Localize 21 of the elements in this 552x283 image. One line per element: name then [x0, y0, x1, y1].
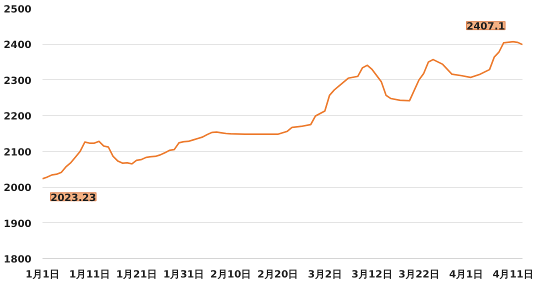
y-tick-label: 2300 — [4, 76, 32, 87]
y-tick-label: 2500 — [4, 4, 32, 16]
x-tick-label: 2月10日 — [210, 270, 252, 280]
x-tick-label: 4月1日 — [449, 270, 483, 280]
x-tick-label: 1月31日 — [163, 270, 204, 280]
annotation: 2407.1 — [466, 22, 506, 33]
x-tick-label: 3月22日 — [398, 270, 440, 280]
y-tick-label: 1900 — [4, 218, 32, 230]
y-tick-label: 2200 — [4, 112, 32, 123]
x-tick-label: 1月11日 — [69, 270, 110, 280]
x-tick-label: 4月11日 — [492, 270, 534, 280]
y-tick-label: 2000 — [4, 183, 32, 194]
x-tick-label: 3月12日 — [351, 270, 392, 280]
x-tick-label: 1月1日 — [26, 270, 60, 280]
y-tick-label: 1800 — [4, 254, 32, 266]
annotation: 2023.23 — [50, 192, 96, 204]
x-tick-label: 1月21日 — [116, 270, 158, 280]
x-tick-label: 2月20日 — [257, 270, 298, 280]
y-tick-label: 2400 — [4, 40, 32, 52]
x-tick-label: 3月2日 — [308, 270, 342, 280]
y-tick-label: 2100 — [4, 147, 32, 158]
